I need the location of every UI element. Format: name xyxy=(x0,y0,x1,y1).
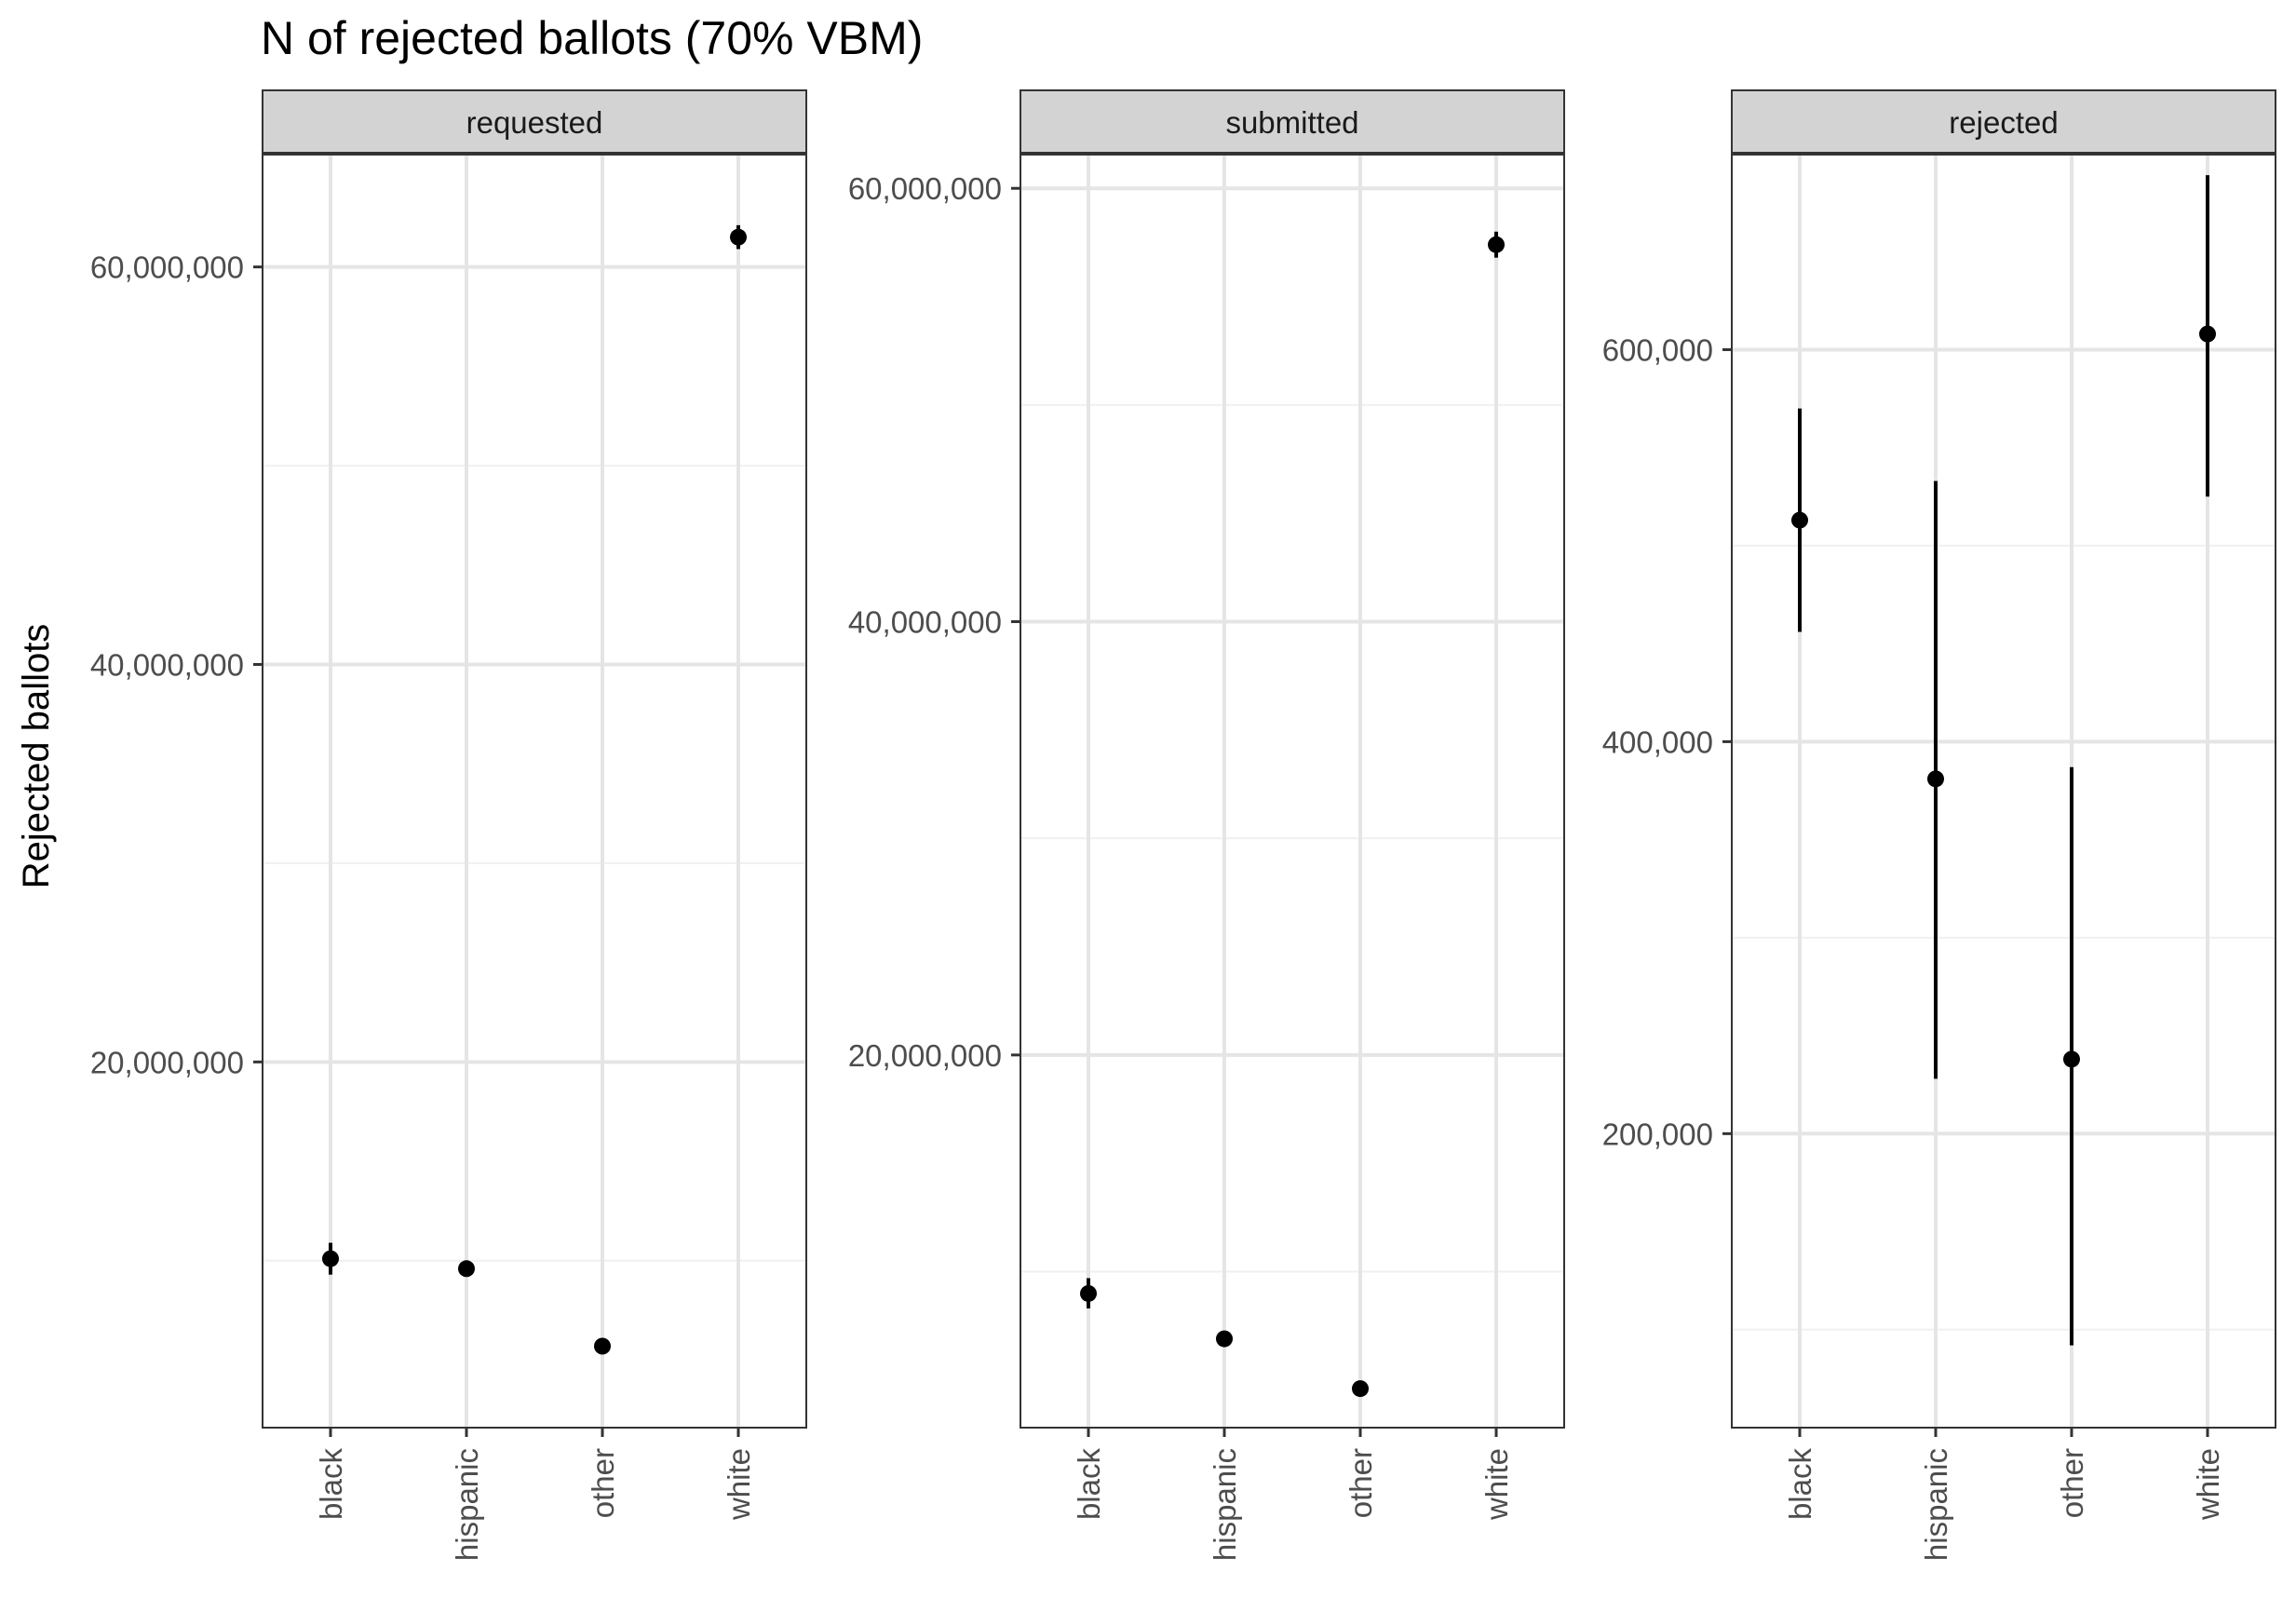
x-tick-label: other xyxy=(1344,1448,1378,1518)
facet-strip-label: requested xyxy=(466,105,603,140)
y-tick-label: 200,000 xyxy=(1602,1117,1713,1151)
y-tick-label: 20,000,000 xyxy=(848,1038,1002,1073)
facet-strip xyxy=(1020,89,1565,155)
panel-background xyxy=(1732,154,2276,1428)
data-point xyxy=(1791,511,1808,529)
x-tick-label: hispanic xyxy=(1208,1448,1242,1561)
y-tick-label: 400,000 xyxy=(1602,725,1713,759)
data-point xyxy=(730,228,747,246)
x-tick-label: black xyxy=(314,1448,348,1521)
data-point xyxy=(1927,770,1944,788)
panel-background xyxy=(1020,154,1564,1428)
panel-background xyxy=(263,154,806,1428)
x-tick-label: black xyxy=(1072,1448,1106,1521)
data-point xyxy=(322,1250,339,1267)
data-point xyxy=(2063,1050,2080,1068)
y-tick-label: 20,000,000 xyxy=(90,1045,244,1079)
y-tick-label: 40,000,000 xyxy=(848,605,1002,640)
x-tick-label: other xyxy=(586,1448,620,1518)
data-point xyxy=(1216,1330,1233,1348)
data-point xyxy=(458,1260,475,1278)
y-axis-label: Rejected ballots xyxy=(16,624,57,889)
data-point xyxy=(1488,236,1505,253)
y-tick-label: 60,000,000 xyxy=(848,171,1002,206)
data-point xyxy=(2199,325,2216,343)
y-tick-label: 60,000,000 xyxy=(90,251,244,285)
x-tick-label: other xyxy=(2055,1448,2089,1518)
x-tick-label: hispanic xyxy=(1919,1448,1953,1561)
x-tick-label: white xyxy=(1479,1448,1514,1521)
x-tick-label: white xyxy=(722,1448,756,1521)
data-point xyxy=(1352,1380,1369,1398)
x-tick-label: black xyxy=(1783,1448,1817,1521)
data-point xyxy=(1080,1284,1097,1302)
x-tick-label: white xyxy=(2191,1448,2225,1521)
chart-title: N of rejected ballots (70% VBM) xyxy=(261,12,923,64)
x-tick-label: hispanic xyxy=(450,1448,484,1561)
data-point xyxy=(594,1337,611,1355)
y-tick-label: 40,000,000 xyxy=(90,647,244,682)
facet-strip-label: submitted xyxy=(1225,105,1358,140)
facet-strip xyxy=(1731,89,2276,155)
facet-strip-label: rejected xyxy=(1949,105,2058,140)
facet-strip xyxy=(262,89,807,155)
y-tick-label: 600,000 xyxy=(1602,332,1713,367)
